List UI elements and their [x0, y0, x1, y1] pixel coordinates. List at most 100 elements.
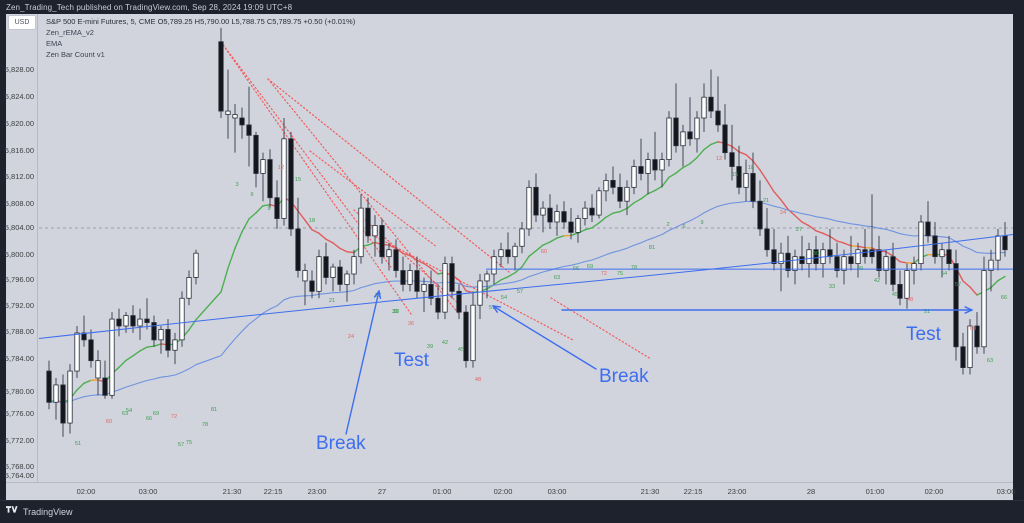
- zen-trend-line: [353, 209, 460, 305]
- currency-button[interactable]: USD: [8, 15, 36, 30]
- indicator-line: [332, 242, 341, 250]
- bar-count-label: 75: [617, 271, 623, 277]
- candlestick: [533, 173, 539, 222]
- candle-body-bullish: [67, 370, 73, 424]
- indicator-line: [423, 262, 432, 269]
- indicator-line: [801, 221, 810, 227]
- annotation-label[interactable]: Break: [599, 366, 649, 387]
- candle-body-bullish: [939, 249, 945, 258]
- indicator-line: [430, 267, 439, 275]
- candle-body-bullish: [330, 266, 336, 278]
- candlestick: [393, 239, 399, 278]
- indicator-line: [794, 214, 803, 223]
- candle-body-bearish: [102, 377, 108, 396]
- indicator-line: [507, 272, 516, 278]
- candlestick: [144, 298, 150, 330]
- bar-count-label: 24: [780, 210, 786, 216]
- zen-trend-line: [309, 150, 438, 248]
- indicator-line: [570, 232, 579, 237]
- candlestick: [785, 235, 791, 278]
- indicator-line: [766, 179, 775, 193]
- candle-body-bearish: [974, 325, 980, 348]
- candlestick: [179, 291, 185, 347]
- candlestick: [694, 111, 700, 153]
- time-axis-tick: 02:00: [76, 487, 96, 496]
- indicator-line: [997, 275, 1006, 282]
- indicator-line: [703, 143, 712, 151]
- legend-ohlc-line: S&P 500 E-mini Futures, 5, CME O5,789.25…: [46, 17, 356, 26]
- candlestick: [911, 256, 917, 285]
- candle-body-bearish: [533, 186, 539, 216]
- candlestick: [673, 83, 679, 153]
- candlestick: [645, 152, 651, 195]
- candlestick: [967, 319, 973, 375]
- bar-count-label: 48: [907, 297, 913, 303]
- bar-count-label: 3: [235, 182, 238, 188]
- price-axis[interactable]: 5,828.00 5,824.00 5,820.00 5,816.00 5,812.00…: [4, 14, 38, 500]
- indicator-line: [899, 261, 908, 264]
- bar-count-label: 54: [941, 271, 947, 277]
- bar-count-label: 72: [171, 414, 177, 420]
- annotation-label[interactable]: Test: [906, 324, 941, 345]
- candle-body-bullish: [358, 207, 364, 258]
- candlestick: [981, 256, 987, 354]
- time-axis[interactable]: 02:00 03:00 21:30 22:15 23:00 27 01:00 02:00 03:…: [6, 482, 1015, 500]
- time-axis-tick: 28: [806, 487, 816, 496]
- indicator-line: [339, 247, 348, 253]
- candlestick: [897, 270, 903, 306]
- break-arrow-1: [345, 290, 382, 435]
- candle-body-bearish: [715, 110, 721, 126]
- indicator-line: [885, 251, 894, 257]
- indicator-line: [682, 163, 691, 169]
- candlestick: [820, 242, 826, 278]
- bar-count-label: 30: [813, 251, 819, 257]
- candle-body-bullish: [806, 249, 812, 265]
- candlestick: [925, 201, 931, 243]
- candlestick: [309, 270, 315, 299]
- candle-body-bullish: [225, 110, 231, 115]
- bar-count-label: 12: [278, 165, 284, 171]
- indicator-line: [318, 232, 327, 240]
- candlestick: [435, 284, 441, 320]
- indicator-line: [640, 193, 649, 200]
- legend-indicator-2[interactable]: EMA: [46, 39, 63, 48]
- annotation-label[interactable]: Break: [316, 433, 366, 454]
- candlestick: [589, 194, 595, 222]
- candle-body-bearish: [673, 117, 679, 147]
- candle-body-bullish: [596, 190, 602, 216]
- candle-body-bullish: [995, 235, 1001, 261]
- indicator-line: [829, 235, 838, 242]
- candle-body-bullish: [645, 159, 651, 174]
- price-axis-tick: 5,824.00: [4, 92, 34, 101]
- candle-body-bullish: [470, 304, 476, 362]
- candlestick: [617, 173, 623, 209]
- candlestick: [827, 228, 833, 264]
- candle-body-bearish: [288, 138, 294, 230]
- bar-count-label: 66: [146, 416, 152, 422]
- candlestick: [876, 235, 882, 278]
- indicator-line: [752, 160, 761, 171]
- candlestick: [186, 270, 192, 306]
- candle-body-bullish: [193, 252, 199, 278]
- indicator-line: [346, 251, 355, 254]
- indicator-line: [647, 189, 656, 195]
- legend-indicator-1[interactable]: Zen_rEMA_v2: [46, 28, 94, 37]
- candle-body-bullish: [74, 332, 80, 372]
- candlestick: [540, 201, 546, 233]
- indicator-line: [843, 242, 852, 247]
- candlestick: [512, 242, 518, 271]
- bar-count-label: 42: [442, 340, 448, 346]
- chart-plot-area[interactable]: 5,828.00 5,824.00 5,820.00 5,816.00 5,812.00…: [4, 14, 1015, 500]
- candle-body-bearish: [750, 173, 756, 202]
- candlestick: [267, 149, 273, 209]
- time-axis-tick: 02:00: [493, 487, 513, 496]
- candle-body-bearish: [862, 249, 868, 258]
- annotation-label[interactable]: Test: [394, 350, 429, 371]
- candlestick: [379, 218, 385, 264]
- chart-legend[interactable]: S&P 500 E-mini Futures, 5, CME O5,789.25…: [46, 16, 355, 60]
- chart-canvas[interactable]: 5154576063666972757881369121518212427303…: [39, 14, 1013, 482]
- legend-indicator-3[interactable]: Zen Bar Count v1: [46, 50, 105, 59]
- candle-body-bearish: [848, 256, 854, 265]
- candle-body-bearish: [729, 152, 735, 167]
- time-axis-tick: 22:15: [263, 487, 283, 496]
